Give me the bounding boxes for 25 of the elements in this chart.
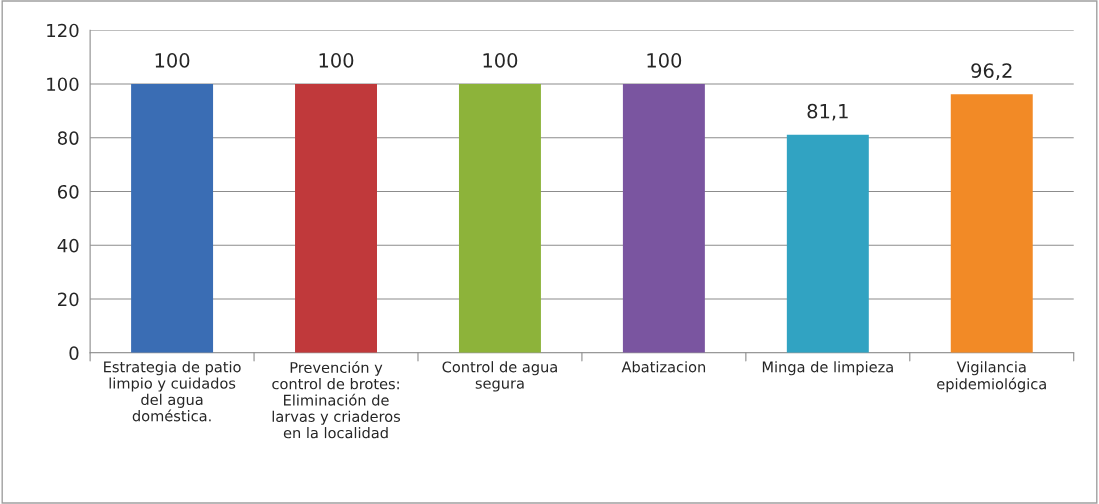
y-tick-label: 120 [47, 23, 79, 38]
bar [786, 134, 869, 353]
bar [295, 84, 377, 353]
x-tick-label: Vigilancia epidemiológica [937, 361, 1046, 393]
data-label: 100 [319, 53, 354, 68]
data-label: 100 [483, 53, 518, 68]
x-tick-label: Minga de limpieza [762, 361, 893, 376]
data-label: 100 [155, 53, 190, 68]
x-tick-label: Prevención y control de brotes: Eliminación de larvas y criaderos en la localidad [272, 361, 401, 439]
data-label: 100 [647, 53, 682, 68]
y-tick-label: 20 [58, 292, 79, 307]
bar [950, 94, 1033, 353]
y-tick-label: 0 [69, 346, 79, 360]
bar [458, 84, 541, 353]
bar [622, 84, 705, 353]
data-label: 81,1 [807, 103, 848, 121]
y-tick-label: 80 [57, 131, 79, 145]
bar [131, 84, 214, 353]
y-tick-label: 40 [57, 238, 79, 253]
x-tick-label: Estrategia de patio limpio y cuidados del agua doméstica. [104, 361, 241, 422]
y-tick-label: 100 [47, 77, 79, 92]
data-label: 96,2 [971, 63, 1012, 80]
x-tick-label: Abatizacion [621, 361, 706, 373]
y-tick-label: 60 [57, 184, 79, 199]
x-tick-label: Control de agua segura [442, 361, 557, 392]
